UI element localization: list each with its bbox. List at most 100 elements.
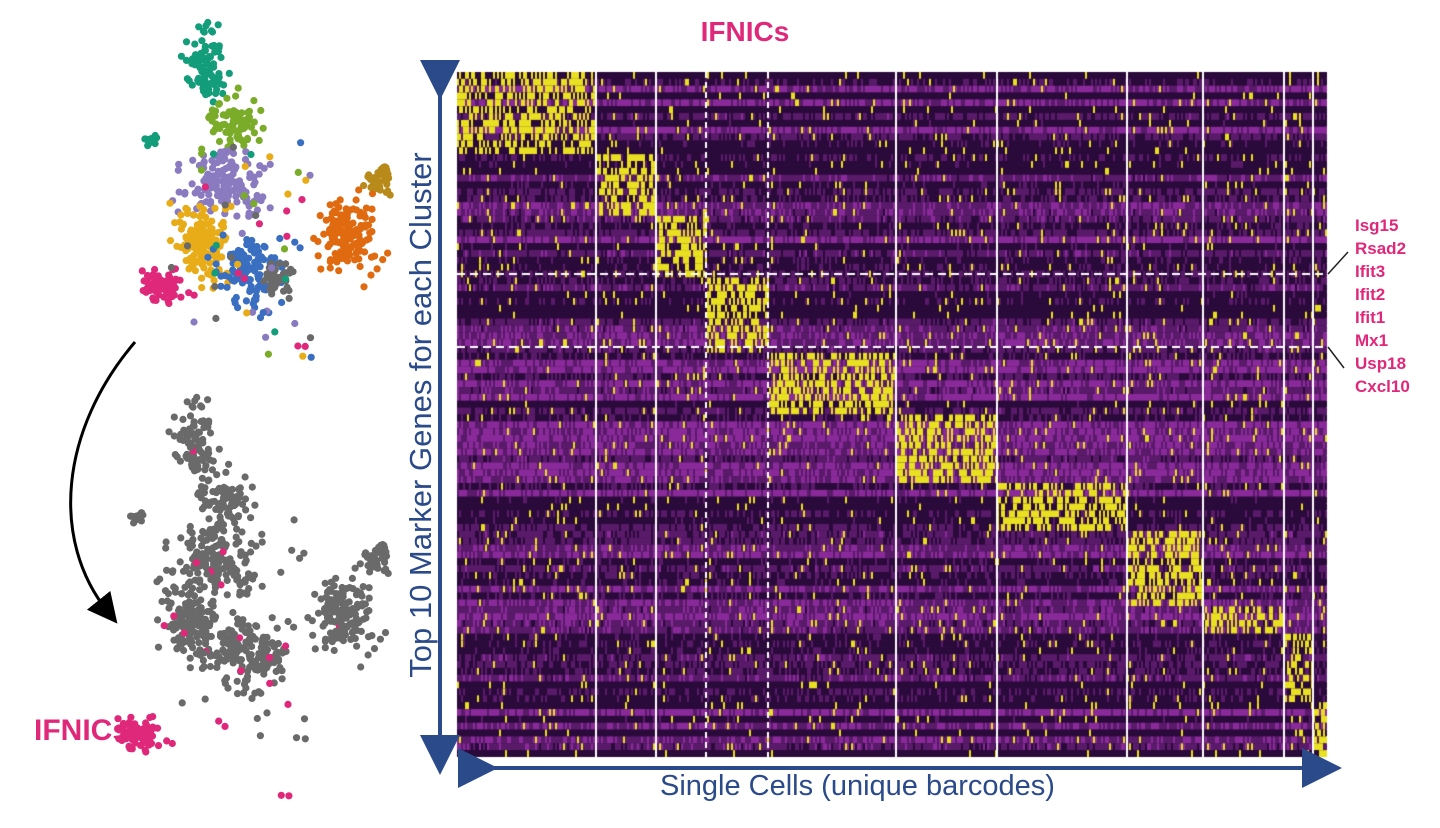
cell-point <box>256 271 264 279</box>
cell-point <box>206 429 215 437</box>
cell-point <box>201 183 209 191</box>
cell-point <box>364 651 372 659</box>
cell-point <box>204 477 212 485</box>
cell-point <box>363 608 371 616</box>
cell-point <box>266 204 274 212</box>
cell-point <box>206 652 215 660</box>
cell-point <box>243 309 251 317</box>
cell-point <box>326 201 334 209</box>
cell-point <box>381 629 390 637</box>
x-axis-label: Single Cells (unique barcodes) <box>660 770 1055 802</box>
cell-point <box>357 221 365 230</box>
cell-point <box>167 599 175 607</box>
cell-point <box>225 123 234 131</box>
cell-point <box>365 235 373 243</box>
cell-point <box>228 158 236 166</box>
cell-point <box>361 248 369 256</box>
cell-point <box>226 503 234 511</box>
cell-point <box>265 654 274 662</box>
cell-point <box>353 248 361 256</box>
cell-point <box>368 205 376 213</box>
cell-point <box>130 731 138 739</box>
cell-point <box>200 489 208 497</box>
cell-point <box>168 739 176 748</box>
cell-point <box>206 259 214 267</box>
cell-point <box>155 277 163 285</box>
cell-point <box>229 170 237 178</box>
cell-point <box>198 403 206 411</box>
cell-point <box>321 637 329 645</box>
cell-point <box>282 642 290 650</box>
cell-point <box>272 667 280 676</box>
cell-point <box>355 186 363 194</box>
cell-point <box>274 639 282 648</box>
cell-point <box>297 139 305 147</box>
cell-point <box>226 129 234 137</box>
cell-point <box>190 251 198 259</box>
cell-point <box>371 252 379 260</box>
cell-point <box>167 280 176 288</box>
cell-point <box>216 506 224 514</box>
cell-point <box>153 724 162 732</box>
cell-point <box>217 53 225 62</box>
cell-point <box>339 589 347 597</box>
cell-point <box>252 542 260 550</box>
cell-point <box>167 263 175 272</box>
cell-point <box>241 676 250 685</box>
cell-point <box>158 597 166 606</box>
cell-point <box>364 562 372 570</box>
cell-point <box>241 118 249 126</box>
cell-point <box>232 192 240 201</box>
cell-point <box>240 274 248 283</box>
gene-label: Cxcl10 <box>1355 377 1410 396</box>
cell-point <box>209 128 217 136</box>
cell-point <box>214 21 222 29</box>
cell-point <box>141 746 149 754</box>
cell-point <box>209 488 217 496</box>
cell-point <box>246 264 255 272</box>
cell-point <box>206 112 214 120</box>
cell-point <box>263 709 271 717</box>
cell-point <box>250 118 258 126</box>
cell-point <box>328 596 336 604</box>
cell-point <box>321 579 329 587</box>
cell-point <box>175 160 183 168</box>
cell-point <box>186 443 195 452</box>
cell-point <box>242 506 250 514</box>
cell-point <box>355 255 363 263</box>
cell-point <box>235 578 243 586</box>
cell-point <box>266 153 274 161</box>
cell-point <box>241 162 249 170</box>
gene-label: Usp18 <box>1355 354 1407 373</box>
cell-point <box>186 412 195 420</box>
cell-point <box>352 196 360 204</box>
cell-point <box>238 229 246 237</box>
cell-point <box>219 656 227 664</box>
cell-point <box>193 430 202 438</box>
cell-point <box>221 556 229 564</box>
cell-point <box>193 60 201 68</box>
cell-point <box>255 170 263 178</box>
cell-point <box>263 274 271 282</box>
gene-label: Ifit1 <box>1355 308 1386 327</box>
cell-point <box>368 215 376 223</box>
cell-point <box>306 334 315 342</box>
cell-point <box>190 291 198 299</box>
cell-point <box>183 398 191 406</box>
cell-point <box>177 211 185 219</box>
cell-point <box>251 689 259 697</box>
cell-point <box>243 241 251 249</box>
cell-point <box>291 319 299 328</box>
cell-point <box>333 238 341 246</box>
cell-point <box>184 454 192 462</box>
cell-point <box>300 549 308 557</box>
cell-point <box>328 228 336 236</box>
cell-point <box>206 526 214 534</box>
cell-point <box>310 234 318 242</box>
cell-point <box>283 207 291 215</box>
cell-point <box>359 238 367 246</box>
cell-point <box>294 342 302 350</box>
cell-point <box>204 547 212 556</box>
cell-point <box>258 538 266 546</box>
cell-point <box>356 262 364 271</box>
